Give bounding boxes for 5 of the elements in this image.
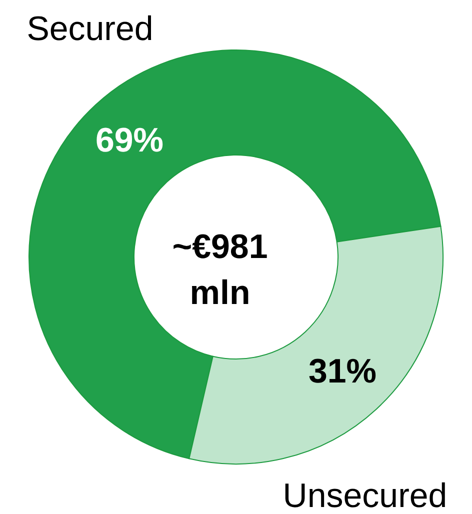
slice-label: Unsecured [282,477,448,514]
text: ~€981 mln [172,228,268,312]
data-label: 69% [95,122,164,160]
slice-label: Secured [26,10,154,48]
data-label: 31% [308,352,377,390]
